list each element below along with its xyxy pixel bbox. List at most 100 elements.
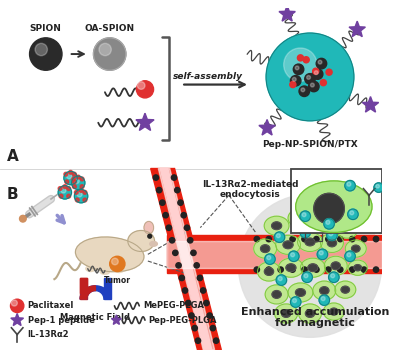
Ellipse shape	[324, 256, 347, 275]
Polygon shape	[136, 113, 154, 130]
Circle shape	[292, 77, 296, 81]
Circle shape	[73, 185, 76, 189]
Ellipse shape	[100, 268, 110, 274]
Circle shape	[295, 66, 299, 70]
Ellipse shape	[337, 221, 358, 238]
Ellipse shape	[306, 310, 314, 317]
Circle shape	[169, 238, 175, 243]
Text: IL-13Rα2: IL-13Rα2	[28, 330, 69, 339]
Ellipse shape	[264, 216, 289, 235]
Circle shape	[188, 238, 193, 243]
Circle shape	[319, 295, 330, 305]
Circle shape	[326, 69, 332, 75]
Bar	[167, 241, 383, 268]
Circle shape	[182, 288, 188, 293]
Text: self-assembly: self-assembly	[173, 72, 243, 81]
Circle shape	[314, 193, 344, 224]
Circle shape	[299, 86, 310, 97]
Circle shape	[163, 213, 168, 218]
Circle shape	[290, 76, 301, 86]
Ellipse shape	[341, 286, 350, 293]
Circle shape	[63, 185, 67, 189]
Circle shape	[138, 82, 145, 90]
Circle shape	[284, 48, 317, 81]
Circle shape	[302, 267, 307, 272]
Text: Tumor: Tumor	[104, 276, 131, 285]
Circle shape	[79, 189, 83, 192]
Polygon shape	[80, 286, 95, 299]
Circle shape	[266, 236, 271, 242]
Circle shape	[347, 253, 351, 257]
Text: OA-SPION: OA-SPION	[85, 24, 135, 33]
Circle shape	[373, 236, 379, 242]
Circle shape	[267, 256, 271, 260]
Circle shape	[321, 297, 325, 301]
Circle shape	[290, 297, 301, 307]
Text: IL-13Rα2-mediated
endocytosis: IL-13Rα2-mediated endocytosis	[202, 180, 298, 199]
Circle shape	[75, 190, 78, 194]
Circle shape	[71, 177, 75, 181]
Ellipse shape	[296, 289, 306, 296]
Ellipse shape	[298, 232, 322, 251]
Polygon shape	[11, 314, 24, 325]
Ellipse shape	[286, 264, 296, 271]
Circle shape	[291, 253, 295, 257]
Ellipse shape	[345, 240, 366, 257]
Circle shape	[67, 194, 71, 198]
Ellipse shape	[348, 260, 367, 275]
Circle shape	[266, 33, 354, 121]
Ellipse shape	[331, 262, 340, 270]
Ellipse shape	[308, 264, 318, 271]
Circle shape	[274, 232, 285, 242]
Circle shape	[316, 58, 327, 69]
Text: MePEG-PLGA: MePEG-PLGA	[143, 301, 204, 310]
Circle shape	[308, 81, 319, 92]
Circle shape	[178, 200, 183, 205]
Circle shape	[303, 57, 309, 63]
Circle shape	[318, 60, 322, 64]
Circle shape	[313, 68, 319, 74]
Circle shape	[156, 188, 162, 193]
Circle shape	[254, 267, 259, 272]
Circle shape	[376, 184, 379, 188]
Circle shape	[266, 267, 271, 272]
Circle shape	[148, 234, 152, 238]
Ellipse shape	[313, 281, 336, 300]
Ellipse shape	[279, 258, 303, 277]
Circle shape	[64, 171, 77, 185]
Bar	[167, 235, 383, 274]
Circle shape	[75, 198, 79, 202]
Circle shape	[58, 187, 62, 190]
Circle shape	[289, 251, 299, 261]
Text: Paclitaxel: Paclitaxel	[28, 301, 74, 310]
Circle shape	[300, 227, 310, 238]
Ellipse shape	[330, 308, 338, 315]
Ellipse shape	[315, 211, 338, 229]
Ellipse shape	[296, 181, 372, 232]
Circle shape	[184, 225, 190, 231]
Text: Pep-1 peptide: Pep-1 peptide	[28, 316, 95, 325]
Circle shape	[64, 172, 68, 176]
Ellipse shape	[264, 268, 273, 275]
Text: B: B	[7, 187, 18, 202]
Circle shape	[301, 88, 305, 92]
Polygon shape	[259, 120, 275, 135]
Circle shape	[300, 211, 310, 222]
Polygon shape	[158, 169, 215, 350]
Polygon shape	[279, 6, 295, 21]
Circle shape	[326, 236, 331, 242]
Circle shape	[302, 229, 306, 233]
Circle shape	[293, 299, 296, 303]
Circle shape	[310, 83, 314, 87]
Circle shape	[173, 250, 178, 256]
Circle shape	[305, 74, 315, 84]
Circle shape	[61, 188, 66, 193]
Circle shape	[77, 192, 82, 197]
Circle shape	[345, 180, 355, 191]
Bar	[80, 278, 87, 294]
Circle shape	[314, 267, 319, 272]
Circle shape	[293, 64, 304, 74]
Circle shape	[136, 81, 154, 98]
Circle shape	[290, 267, 295, 272]
Circle shape	[278, 277, 282, 281]
